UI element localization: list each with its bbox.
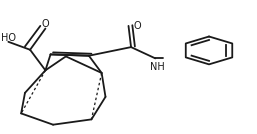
Text: O: O bbox=[134, 21, 141, 31]
Text: HO: HO bbox=[1, 34, 16, 44]
Text: NH: NH bbox=[150, 62, 165, 72]
Text: O: O bbox=[42, 19, 49, 29]
